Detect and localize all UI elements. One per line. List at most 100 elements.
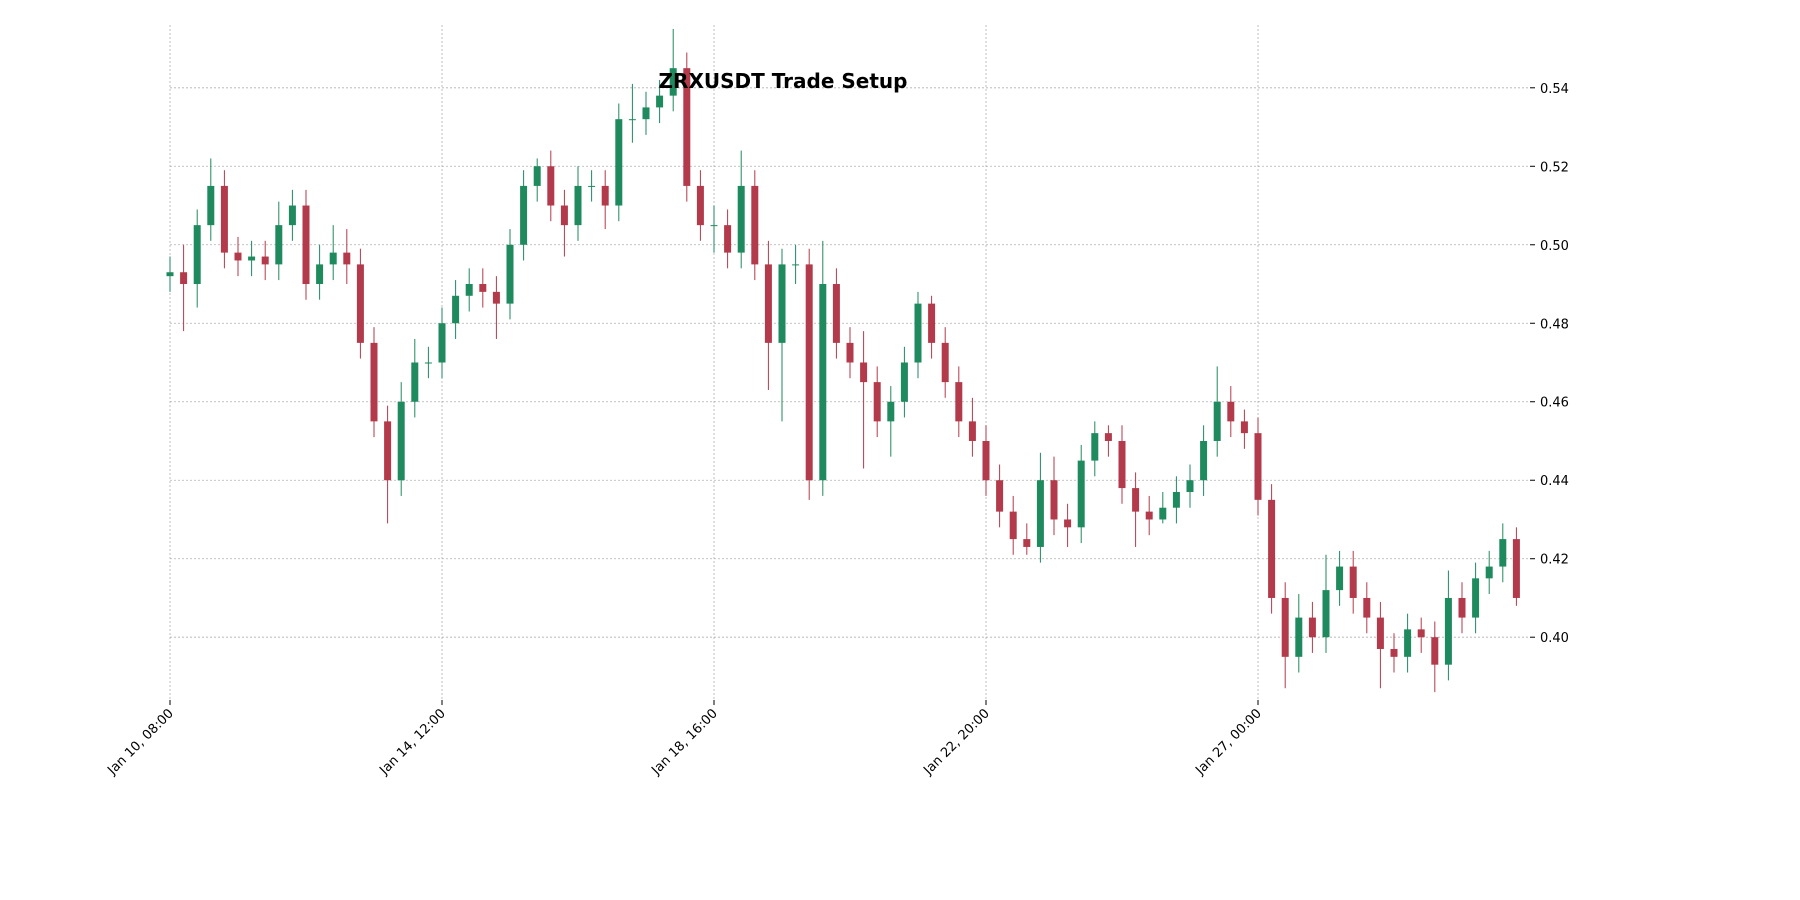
chart-title: ZRXUSDT Trade Setup (659, 69, 908, 93)
candle-body (1118, 440, 1126, 489)
candle-body (1458, 597, 1466, 618)
candle-body (900, 362, 908, 402)
candle-body (968, 421, 976, 441)
candle-body (492, 291, 500, 304)
candle-body (805, 264, 813, 481)
candle-body (1050, 480, 1058, 520)
candle-body (1091, 433, 1099, 461)
candle-body (384, 421, 392, 481)
y-tick-label: 0.54 (1540, 82, 1569, 97)
candle-body (737, 185, 745, 253)
x-tick-label: Jan 10, 08:00 (104, 706, 176, 778)
candle-body (1485, 566, 1493, 579)
candle-body (656, 95, 664, 108)
candle-body (819, 284, 827, 481)
candle-body (1363, 597, 1371, 618)
candle-body (1104, 433, 1112, 441)
candle-body (1512, 539, 1520, 598)
x-tick-label: Jan 27, 00:00 (1192, 706, 1264, 778)
candle-body (860, 362, 868, 383)
candle-body (411, 362, 419, 402)
candle-body (397, 401, 405, 481)
y-tick-label: 0.42 (1540, 553, 1569, 568)
candle-body (628, 119, 636, 121)
candle-body (710, 225, 718, 227)
candle-body (370, 342, 378, 422)
candle-body (683, 68, 691, 186)
candle-body (248, 256, 256, 261)
candle-body (547, 166, 555, 206)
candle-body (1336, 566, 1344, 591)
candle-body (1268, 499, 1276, 598)
candle-body (1404, 629, 1412, 657)
candle-body (520, 185, 528, 245)
candle-body (1431, 637, 1439, 665)
candle-body (832, 284, 840, 343)
candle-body (329, 252, 337, 265)
candle-body (207, 185, 215, 226)
candle-body (1186, 480, 1194, 493)
y-tick-label: 0.48 (1540, 317, 1569, 332)
candle-body (288, 205, 296, 226)
candle-body (343, 252, 351, 265)
candle-body (873, 382, 881, 422)
candle-body (928, 303, 936, 343)
candle-body (1281, 597, 1289, 657)
candle-body (1132, 488, 1140, 512)
candle-body (1349, 566, 1357, 598)
candle-body (302, 205, 310, 285)
candle-body (1064, 519, 1072, 528)
candle-body (1023, 539, 1031, 547)
candle-body (1227, 401, 1235, 422)
candle-body (1390, 648, 1398, 657)
candle-body (1172, 492, 1180, 508)
candle-body (1308, 617, 1316, 638)
candle-body (1213, 401, 1221, 441)
candle-body (914, 303, 922, 363)
candle-body (356, 264, 364, 343)
candle-body (955, 382, 963, 422)
candle-body (1417, 629, 1425, 638)
candle-body (1200, 440, 1208, 481)
candle-body (792, 264, 800, 266)
candle-body (1077, 460, 1085, 528)
x-tick-label: Jan 18, 16:00 (648, 706, 720, 778)
y-tick-label: 0.40 (1540, 631, 1569, 646)
candle-body (1240, 421, 1248, 434)
candle-body (220, 185, 228, 253)
candle-body (166, 272, 174, 277)
candle-body (574, 185, 582, 226)
candle-body (1159, 507, 1167, 520)
candle-body (996, 480, 1004, 512)
candle-body (615, 119, 623, 206)
candle-body (1444, 597, 1452, 665)
candle-body (1376, 617, 1384, 649)
candle-body (982, 440, 990, 481)
plot: 0.40 0.42 0.44 0.46 0.48 0.50 0.52 0.54 Jan 10, … (104, 25, 1569, 779)
candle-body (778, 264, 786, 343)
candle-body (1472, 578, 1480, 618)
candle-body (1499, 539, 1507, 567)
candle-body (193, 225, 201, 285)
candle-body (846, 342, 854, 363)
candle-body (1295, 617, 1303, 657)
candle-body (316, 264, 324, 285)
candle-body (1254, 433, 1262, 500)
candle-body (424, 362, 432, 364)
candle-body (601, 185, 609, 206)
candle-body (724, 225, 732, 253)
candle-body (465, 284, 473, 296)
candle-body (941, 342, 949, 383)
x-tick-label: Jan 14, 12:00 (376, 706, 448, 778)
candle-body (642, 107, 650, 120)
candle-body (438, 323, 446, 363)
candle-body (506, 244, 514, 304)
candle-body (180, 272, 188, 285)
candle-body (452, 295, 460, 324)
candle-body (764, 264, 772, 343)
candle-body (479, 284, 487, 292)
candle-body (1009, 511, 1017, 540)
y-tick-label: 0.46 (1540, 396, 1569, 411)
